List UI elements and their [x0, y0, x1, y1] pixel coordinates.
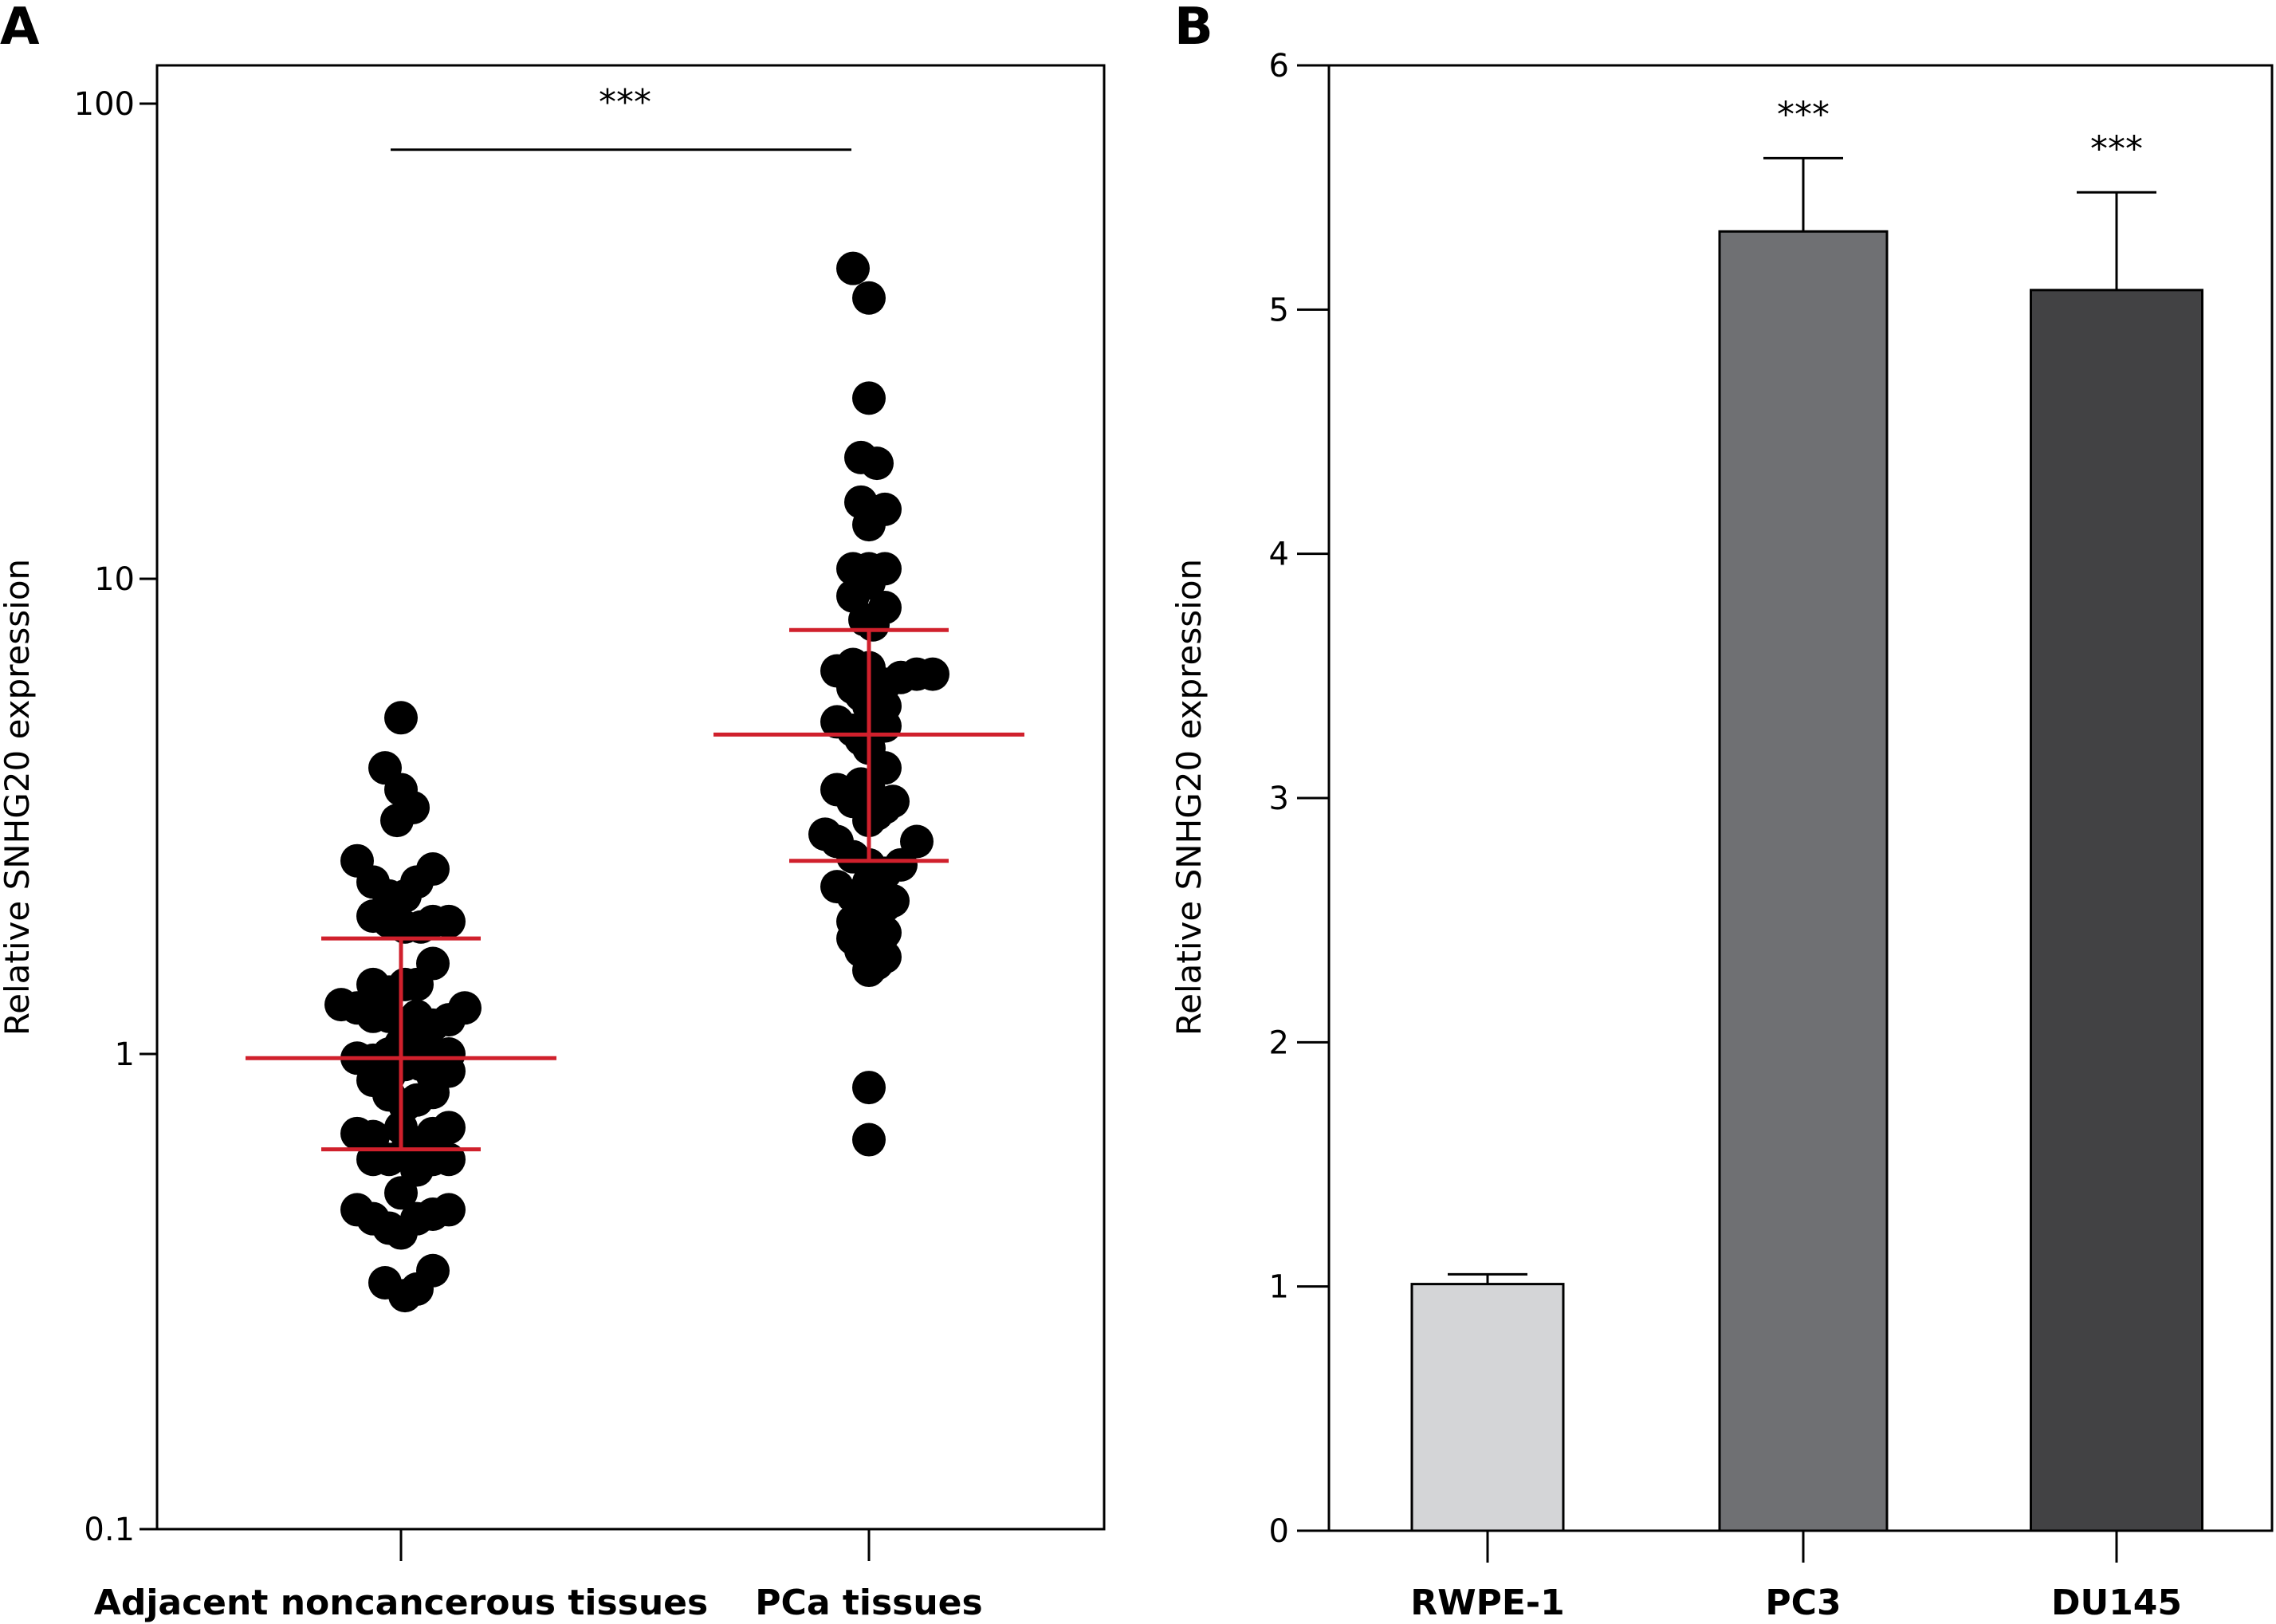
data-point-1-66 — [852, 1123, 886, 1157]
data-point-1-23 — [916, 657, 949, 691]
data-point-0-67 — [432, 1193, 466, 1227]
y-tick-label-3: 0.1 — [84, 1512, 135, 1548]
data-point-0-60 — [384, 1176, 418, 1210]
data-point-0-0 — [384, 701, 418, 735]
data-point-1-49 — [900, 824, 934, 859]
data-point-0-71 — [416, 1253, 450, 1288]
y-tick-label-1: 1 — [1269, 1269, 1289, 1306]
panel-b-bar-chart: 0 1 2 3 4 5 6 Relative SNHG20 expression RWPE-1 P… — [1169, 48, 2274, 1623]
y-axis-title: Relative SNHG20 expression — [0, 559, 37, 1036]
data-point-0-4 — [380, 804, 414, 838]
x-category-label-1: PC3 — [1765, 1583, 1841, 1623]
significance-label-1: *** — [1777, 94, 1830, 135]
data-point-0-53 — [432, 1111, 466, 1145]
data-point-0-10 — [416, 852, 450, 887]
y-tick-label-2: 1 — [115, 1036, 135, 1073]
data-point-1-64 — [868, 940, 902, 974]
y-tick-label-6: 6 — [1269, 48, 1289, 85]
data-point-1-7 — [868, 492, 902, 526]
plot-frame — [155, 64, 1106, 1531]
significance-label-2: *** — [2090, 128, 2143, 169]
bar-0 — [1410, 1283, 1565, 1532]
y-tick-label-0: 0 — [1269, 1513, 1289, 1550]
y-tick-label-5: 5 — [1269, 292, 1289, 328]
data-point-1-65 — [852, 1071, 886, 1105]
x-category-label-1: PCa tissues — [755, 1583, 982, 1623]
data-point-1-48 — [884, 847, 918, 882]
y-tick-label-0: 100 — [74, 86, 135, 123]
bar-2 — [2030, 289, 2203, 1532]
y-axis-title: Relative SNHG20 expression — [1169, 559, 1209, 1036]
data-point-0-47 — [416, 1075, 450, 1110]
data-point-1-4 — [860, 446, 894, 481]
data-point-1-15 — [856, 608, 890, 642]
y-tick-label-3: 3 — [1269, 781, 1289, 817]
data-point-0-30 — [448, 991, 482, 1025]
x-category-label-0: RWPE-1 — [1410, 1583, 1565, 1623]
x-category-label-0: Adjacent noncancerous tissues — [94, 1583, 708, 1623]
panel-a-scatter-chart: 100 10 1 0.1 Adjacent noncancerous tissues PC… — [0, 64, 1106, 1623]
data-point-1-0 — [836, 251, 870, 285]
data-point-1-2 — [852, 381, 886, 415]
panel-b-label: B — [1174, 0, 1213, 57]
data-point-0-16 — [432, 904, 466, 938]
significance-label: *** — [599, 82, 651, 123]
x-category-label-2: DU145 — [2051, 1583, 2182, 1623]
panel-a-label: A — [0, 0, 40, 57]
data-point-0-21 — [400, 967, 434, 1001]
y-tick-label-2: 2 — [1269, 1024, 1289, 1061]
y-tick-label-1: 10 — [94, 561, 135, 598]
data-point-1-59 — [868, 915, 902, 950]
y-tick-label-4: 4 — [1269, 537, 1289, 573]
data-point-1-42 — [860, 796, 894, 831]
data-point-1-1 — [852, 281, 886, 315]
data-point-1-55 — [876, 883, 910, 918]
bar-1 — [1718, 230, 1889, 1532]
